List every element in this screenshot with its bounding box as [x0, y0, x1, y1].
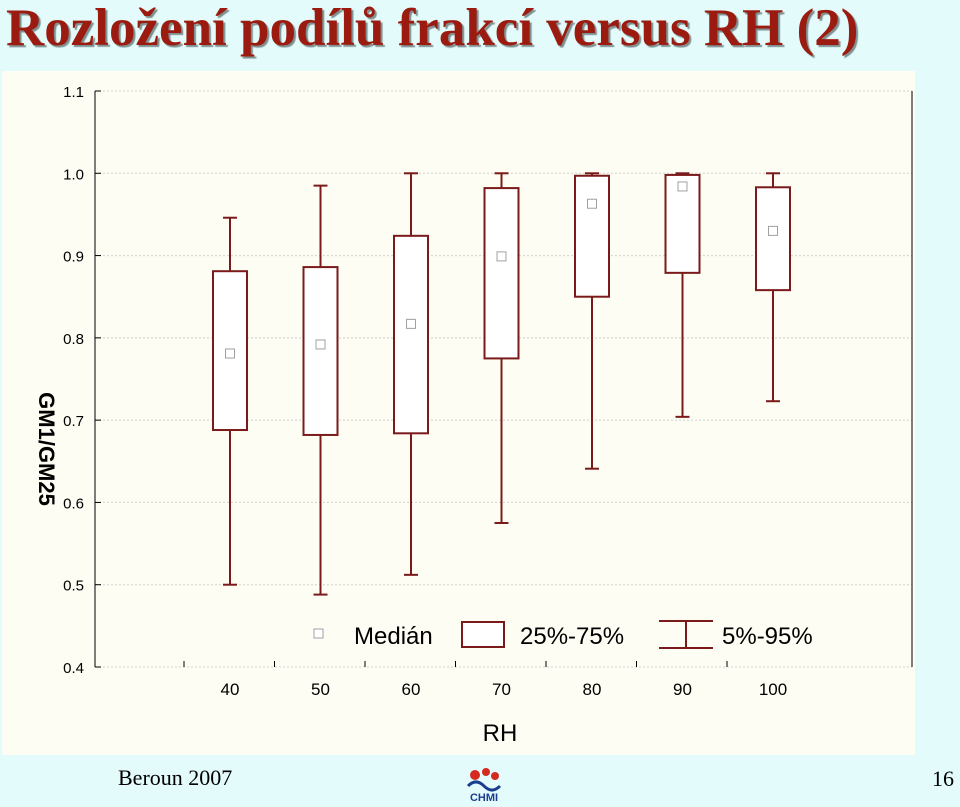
y-tick-label: 1.1	[63, 84, 84, 101]
chart-panel: 1.1 1.0 0.9 0.8 0.7 0.6 0.5 0.4 40 50 60 70 80 90 100 …	[2, 71, 915, 755]
page-number: 16	[932, 766, 954, 791]
footer-event: Beroun 2007	[118, 765, 233, 790]
iqr-box	[302, 266, 339, 436]
y-tick-label: 0.5	[63, 578, 84, 595]
x-tick-label: 50	[311, 680, 330, 699]
median-marker	[768, 225, 778, 236]
legend-box-label: 25%-75%	[520, 623, 624, 650]
box-50	[302, 184, 339, 596]
iqr-box	[393, 234, 429, 435]
median-marker	[406, 318, 416, 329]
median-marker	[315, 339, 326, 350]
iqr-box	[574, 174, 610, 298]
box-60	[393, 172, 429, 576]
legend-whisker-label: 5%-95%	[722, 623, 813, 650]
boxplot-chart: 1.11.00.90.80.70.60.50.440 50 60 70 80 90 100 …	[34, 84, 913, 747]
box-70	[483, 172, 520, 524]
box-90	[664, 172, 701, 418]
chmi-logo-icon	[466, 768, 502, 792]
slide-title: Rozložení podílů frakcí versus RH (2)	[6, 0, 859, 57]
x-tick-label: 70	[492, 680, 511, 699]
median-marker	[587, 198, 597, 209]
logo-text: CHMI	[469, 792, 499, 804]
box-100	[755, 172, 791, 403]
y-tick-label: 0.9	[63, 249, 84, 266]
y-tick-label: 0.4	[63, 660, 84, 677]
median-marker	[225, 348, 235, 359]
x-tick-label: 90	[673, 680, 692, 699]
x-tick-label: 60	[402, 680, 421, 699]
axis-layer: 1.1 1.0 0.9 0.8 0.7 0.6 0.5 0.4 40 50 60 70 80 90 100	[63, 84, 913, 699]
legend-box-swatch	[461, 621, 505, 648]
box-80	[574, 172, 610, 470]
box-40	[212, 216, 248, 586]
x-tick-label: 80	[583, 680, 602, 699]
legend: Medián 25%-75% 5%-95%	[313, 620, 813, 650]
x-axis-label: RH	[483, 720, 518, 747]
y-tick-label: 0.6	[63, 495, 84, 512]
legend-median-label: Medián	[354, 623, 433, 650]
iqr-box	[483, 187, 520, 360]
legend-median-marker	[313, 628, 324, 639]
y-tick-label: 0.8	[63, 331, 84, 348]
median-marker	[677, 181, 688, 192]
y-tick-label: 0.7	[63, 413, 84, 430]
box-layer	[212, 172, 791, 596]
x-tick-label: 100	[759, 680, 787, 699]
iqr-box	[755, 186, 791, 292]
x-tick-label: 40	[221, 680, 240, 699]
median-marker	[496, 251, 507, 262]
y-axis-label: GM1/GM25	[34, 392, 59, 506]
y-tick-label: 1.0	[63, 166, 84, 183]
chmi-logo: CHMI	[464, 766, 504, 806]
